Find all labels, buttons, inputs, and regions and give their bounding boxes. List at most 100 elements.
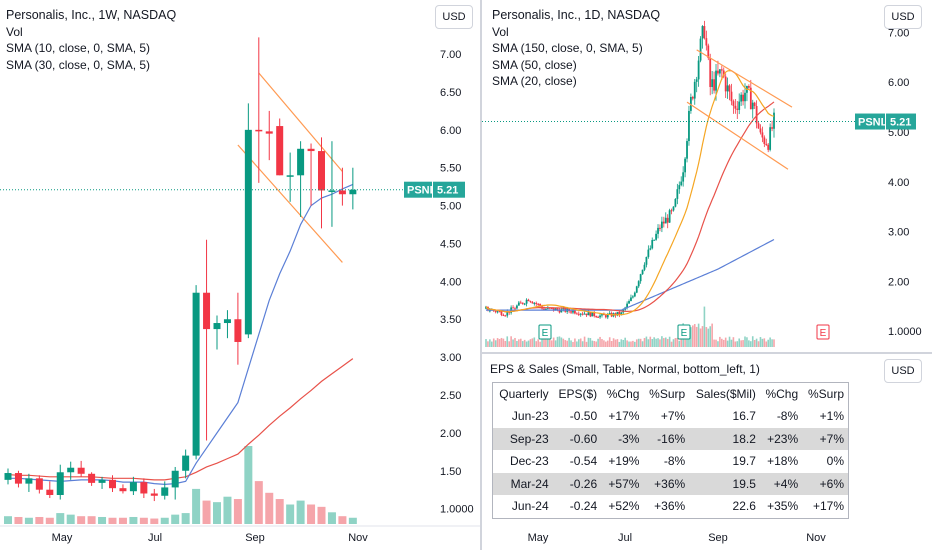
volume-bar xyxy=(632,340,634,347)
y-tick-label: 6.00 xyxy=(440,125,461,137)
earnings-marker xyxy=(538,324,552,340)
x-tick-label: May xyxy=(528,532,549,544)
channel-lower-line xyxy=(237,144,343,263)
y-tick-label: 7.00 xyxy=(888,27,909,39)
candle-body xyxy=(761,132,764,138)
candle-body xyxy=(604,315,607,318)
weekly-chart-canvas[interactable]: 7.00 6.50 6.00 5.50 5.00 4.50 4.00 3.50 3.00 2.50… xyxy=(0,0,480,550)
candle-body xyxy=(535,302,538,304)
candle-body xyxy=(664,217,667,224)
eps-table-cell: +6% xyxy=(802,472,849,495)
candle-body xyxy=(485,306,487,309)
currency-button[interactable]: USD xyxy=(884,359,922,383)
volume-bar xyxy=(506,336,509,347)
sma20-line xyxy=(485,70,775,316)
volume-bar xyxy=(610,341,613,347)
volume-bar xyxy=(150,518,159,524)
candle-body xyxy=(599,315,601,318)
volume-bar xyxy=(45,517,54,524)
x-tick-label: Sep xyxy=(708,532,728,544)
eps-table-cell: 18.2 xyxy=(689,427,760,450)
candle-body xyxy=(738,101,741,110)
volume-bar xyxy=(492,338,495,347)
eps-table-cell: -3% xyxy=(601,427,644,450)
volume-bar xyxy=(703,306,706,347)
volume-bar xyxy=(719,336,721,347)
candle-body xyxy=(715,70,717,91)
currency-button[interactable]: USD xyxy=(884,5,922,29)
volume-bar xyxy=(570,340,572,347)
volume-bar xyxy=(593,340,596,347)
eps-table-cell: +36% xyxy=(643,472,690,495)
candle-body xyxy=(223,319,231,324)
candle-body xyxy=(25,478,33,484)
candle-body xyxy=(616,312,619,316)
volume-bar xyxy=(579,338,582,347)
eps-table-cell: Mar-24 xyxy=(492,472,553,495)
eps-table-row: Sep-23 -0.60 -3% -16% 18.2 +23% +7% xyxy=(492,427,849,450)
volume-bar xyxy=(489,339,491,347)
volume-bar xyxy=(171,514,180,524)
candle-body xyxy=(678,185,681,190)
volume-bar xyxy=(765,341,768,347)
eps-table-cell: Jun-24 xyxy=(511,499,549,514)
candle-body xyxy=(539,304,542,307)
daily-chart-canvas[interactable]: 7.00 6.00 5.00 4.00 3.00 2.00 1.0000 E E E PSNL 5.2… xyxy=(482,0,932,352)
candle-body xyxy=(521,302,524,304)
volume-bar xyxy=(597,338,599,347)
candle-body xyxy=(773,112,775,129)
candle-body xyxy=(763,137,766,144)
candle-body xyxy=(724,76,727,92)
eps-table-cell: +35% xyxy=(767,499,799,514)
pane-separator-horizontal[interactable] xyxy=(482,352,932,354)
volume-bar xyxy=(581,341,584,347)
candle-body xyxy=(46,489,54,495)
volume-bar xyxy=(763,338,766,347)
eps-sales-pane[interactable]: EPS & Sales (Small, Table, Normal, botto… xyxy=(482,354,932,550)
candle-body xyxy=(688,110,690,142)
volume-bar xyxy=(624,337,626,347)
volume-bar xyxy=(647,339,650,347)
volume-bar xyxy=(757,341,760,347)
weekly-chart-pane[interactable]: 7.00 6.50 6.00 5.50 5.00 4.50 4.00 3.50 3.00 2.50… xyxy=(0,0,480,550)
eps-table-title: EPS & Sales (Small, Table, Normal, botto… xyxy=(490,362,760,376)
candle-body xyxy=(550,308,553,310)
candle-body xyxy=(349,189,357,195)
candle-body xyxy=(583,313,586,315)
candle-body xyxy=(529,301,532,303)
candle-body xyxy=(523,303,526,305)
volume-bar xyxy=(498,339,501,347)
candle-body xyxy=(633,292,636,297)
candle-body xyxy=(213,323,221,330)
volume-bar xyxy=(601,339,603,347)
volume-bar xyxy=(547,339,549,347)
candle-body xyxy=(643,264,646,270)
volume-bar xyxy=(750,341,752,347)
candle-body xyxy=(558,309,561,313)
daily-chart-pane[interactable]: 7.00 6.00 5.00 4.00 3.00 2.00 1.0000 E E E PSNL 5.2… xyxy=(482,0,932,352)
candle-body xyxy=(732,101,735,106)
candle-body xyxy=(657,227,659,234)
volume-bar xyxy=(574,338,576,347)
volume-bar xyxy=(523,339,526,347)
pane-separator-vertical[interactable] xyxy=(480,0,482,550)
eps-table-cell: -8% xyxy=(663,454,686,469)
volume-bar xyxy=(705,327,708,347)
candle-body xyxy=(693,81,696,99)
currency-button[interactable]: USD xyxy=(435,5,473,29)
candle-body xyxy=(742,94,744,102)
candle-body xyxy=(150,493,158,496)
y-tick-label: 5.00 xyxy=(888,127,909,139)
volume-bar xyxy=(500,337,503,347)
volume-bar xyxy=(587,337,590,347)
volume-bar xyxy=(265,492,274,524)
earnings-marker-label: E xyxy=(820,328,827,339)
y-tick-label: 4.50 xyxy=(440,238,461,250)
volume-bar xyxy=(296,500,305,524)
candle-body xyxy=(631,296,634,298)
eps-table-cell: 19.5 xyxy=(689,472,760,495)
candle-body xyxy=(129,482,137,492)
candle-body xyxy=(608,312,611,315)
volume-bar xyxy=(568,337,570,347)
candle-body xyxy=(759,128,762,133)
